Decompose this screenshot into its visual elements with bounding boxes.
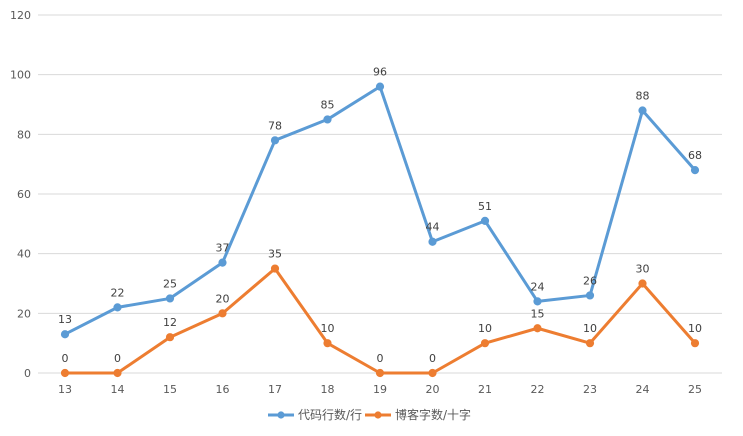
y-tick-label: 120 xyxy=(10,9,31,22)
y-tick-label: 40 xyxy=(17,248,31,261)
data-point xyxy=(165,333,175,342)
legend-label: 博客字数/十字 xyxy=(395,407,471,422)
data-label: 25 xyxy=(163,277,177,290)
y-tick-label: 20 xyxy=(17,307,31,320)
data-label: 0 xyxy=(429,352,436,365)
x-tick-label: 14 xyxy=(111,383,125,396)
data-label: 26 xyxy=(583,274,597,287)
x-tick-label: 25 xyxy=(688,383,702,396)
data-label: 44 xyxy=(426,221,440,234)
y-tick-label: 100 xyxy=(10,69,31,82)
data-label: 0 xyxy=(114,352,121,365)
data-point xyxy=(375,82,385,91)
data-point xyxy=(113,303,122,312)
series-line-0 xyxy=(63,85,697,336)
data-label: 30 xyxy=(636,263,650,276)
data-point xyxy=(270,264,280,273)
data-point xyxy=(60,330,70,339)
y-axis-tick-labels: 0 20 40 60 80 100 120 xyxy=(10,9,31,380)
x-tick-label: 23 xyxy=(583,383,597,396)
data-point xyxy=(690,166,700,175)
x-tick-label: 19 xyxy=(373,383,387,396)
data-point xyxy=(218,258,227,267)
data-point xyxy=(638,106,647,115)
data-point xyxy=(60,368,70,378)
x-tick-label: 22 xyxy=(531,383,545,396)
data-label: 85 xyxy=(321,98,335,111)
y-tick-label: 60 xyxy=(17,188,31,201)
y-tick-label: 0 xyxy=(24,367,31,380)
data-point xyxy=(690,339,700,348)
data-point xyxy=(165,294,175,303)
legend-label: 代码行数/行 xyxy=(298,407,362,422)
data-point xyxy=(585,291,595,300)
data-point xyxy=(270,136,280,145)
data-point xyxy=(113,368,122,378)
x-tick-label: 16 xyxy=(216,383,230,396)
data-label: 20 xyxy=(216,292,230,305)
x-tick-label: 21 xyxy=(478,383,492,396)
gridlines xyxy=(38,14,722,374)
x-tick-label: 15 xyxy=(163,383,177,396)
data-point xyxy=(480,216,490,225)
data-label: 10 xyxy=(321,322,335,335)
data-point xyxy=(218,309,227,318)
x-tick-label: 24 xyxy=(636,383,650,396)
data-point xyxy=(323,339,332,348)
data-label: 0 xyxy=(377,352,384,365)
data-labels: 13 22 25 37 78 85 96 44 51 24 26 88 68 0 0 12 20 35 10 0 0 10… xyxy=(58,66,702,365)
series-lines xyxy=(60,82,700,378)
x-tick-label: 20 xyxy=(426,383,440,396)
x-axis-tick-labels: 13 14 15 16 17 18 19 20 21 22 23 24 25 xyxy=(58,383,702,396)
x-tick-label: 18 xyxy=(321,383,335,396)
data-point xyxy=(480,339,490,348)
data-label: 24 xyxy=(531,280,545,293)
data-label: 35 xyxy=(268,248,282,261)
data-point xyxy=(585,339,595,348)
data-point xyxy=(428,368,437,378)
data-label: 96 xyxy=(373,66,387,79)
data-label: 37 xyxy=(216,242,230,255)
x-tick-label: 13 xyxy=(58,383,72,396)
legend[interactable]: 代码行数/行 博客字数/十字 xyxy=(268,407,471,422)
data-label: 78 xyxy=(268,119,282,132)
data-point xyxy=(323,115,332,124)
x-tick-label: 17 xyxy=(268,383,282,396)
data-point xyxy=(428,237,437,246)
data-point xyxy=(375,368,385,378)
data-label: 68 xyxy=(688,149,702,162)
data-label: 51 xyxy=(478,200,492,213)
data-label: 0 xyxy=(62,352,69,365)
data-label: 10 xyxy=(688,322,702,335)
data-label: 10 xyxy=(583,322,597,335)
data-label: 15 xyxy=(531,307,545,320)
data-point xyxy=(533,297,542,306)
legend-item-1[interactable]: 博客字数/十字 xyxy=(365,407,471,422)
data-label: 13 xyxy=(58,313,72,326)
data-point xyxy=(533,324,542,333)
data-label: 12 xyxy=(163,316,177,329)
data-point xyxy=(638,279,647,288)
data-label: 10 xyxy=(478,322,492,335)
y-tick-label: 80 xyxy=(17,128,31,141)
legend-marker-icon xyxy=(374,411,382,419)
legend-marker-icon xyxy=(277,411,285,419)
legend-item-0[interactable]: 代码行数/行 xyxy=(268,407,362,422)
data-label: 88 xyxy=(636,89,650,102)
data-label: 22 xyxy=(111,286,125,299)
